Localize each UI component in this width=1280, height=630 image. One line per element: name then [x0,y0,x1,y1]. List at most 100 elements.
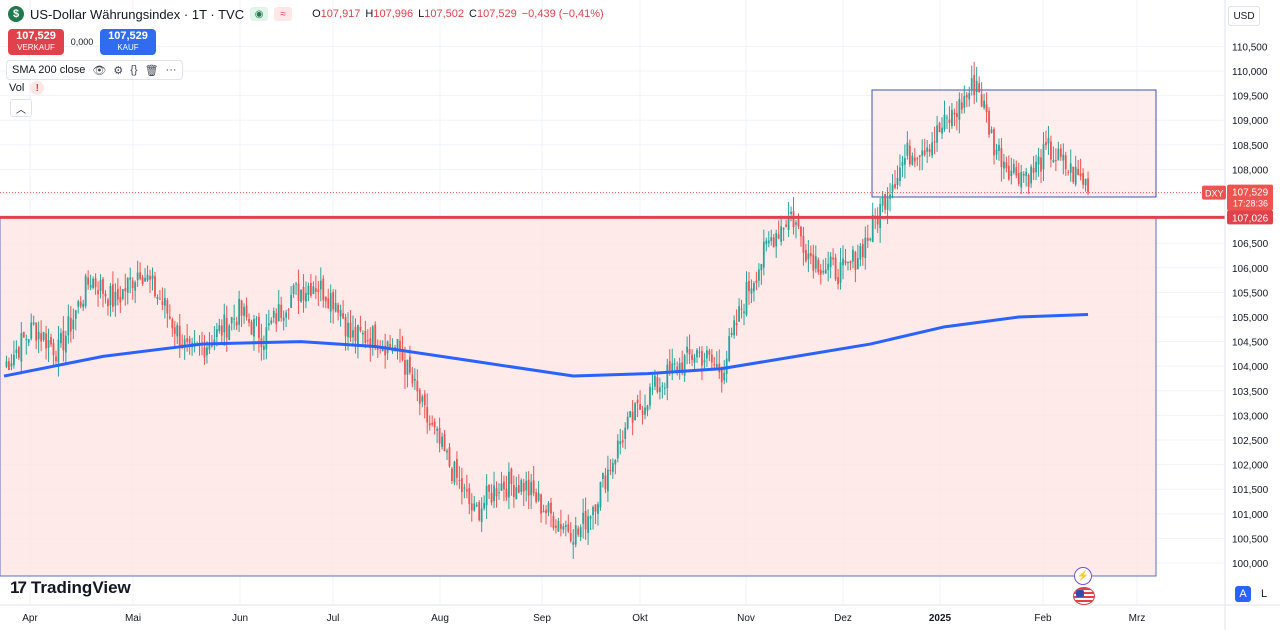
candle-body [641,410,644,415]
price-tick-label: 106,500 [1232,239,1269,250]
candle-body [446,450,448,453]
candle-body [149,276,151,280]
candle-body [587,516,589,533]
volume-legend[interactable]: Vol ! [9,81,45,95]
candle-body [493,485,495,501]
current-price-badge [1227,184,1273,211]
candle-body [423,394,426,405]
collapse-legend-button[interactable]: ︿ [10,99,32,117]
candle-body [780,226,783,242]
candle-body [1045,142,1047,146]
candle-body [941,127,943,134]
candle-body [394,347,396,349]
time-axis-label: Okt [632,613,648,624]
candle-body [354,326,357,342]
price-tick-label: 109,500 [1232,92,1269,103]
candle-body [740,308,743,310]
candle-body [983,100,985,108]
candle-body [891,184,894,192]
tradingview-logo[interactable]: 17 TradingView [10,578,131,598]
candle-body [948,119,951,124]
candle-body [475,504,478,507]
warning-icon[interactable]: ! [30,81,45,95]
candle-body [305,292,307,302]
candle-body [342,313,344,319]
us-flag-icon[interactable] [1073,587,1095,605]
candle-body [936,125,938,143]
candle-body [1050,141,1052,160]
more-icon[interactable]: ··· [165,64,177,76]
candle-body [124,288,127,292]
market-status-icon[interactable]: ◉ [250,7,269,21]
candle-body [1007,165,1010,180]
trash-icon[interactable]: 🗑 [144,64,159,77]
symbol-title[interactable]: US-Dollar Währungsindex · 1T · TVC [30,6,245,22]
candle-body [869,238,872,241]
candle-body [555,525,557,528]
candle-body [951,109,953,127]
candle-body [876,215,879,225]
compare-icon[interactable]: ≈ [274,7,293,21]
candle-body [1082,172,1084,185]
candle-body [470,503,473,511]
candle-body [757,269,760,281]
candle-body [47,339,50,348]
candle-body [955,113,958,118]
candle-body [369,338,372,349]
candle-body [302,286,305,301]
candle-body [409,356,411,373]
buy-button[interactable]: 107,529 KAUF [100,29,156,55]
source-code-icon[interactable]: {} [130,64,138,76]
candle-body [431,422,434,425]
candle-body [500,483,503,491]
candle-body [775,233,778,247]
auto-scale-button[interactable]: A [1235,586,1251,602]
candle-body [681,362,684,374]
candle-body [713,364,716,366]
candle-body [696,349,698,358]
price-tick-label: 108,500 [1232,141,1269,152]
level-price-label: 107,026 [1232,213,1269,224]
flash-event-icon[interactable]: ⚡ [1074,567,1092,585]
candle-body [904,158,906,165]
candle-body [597,504,599,515]
settings-icon[interactable]: ⚙ [113,64,124,77]
candle-body [943,114,946,130]
candle-body [809,253,812,257]
candle-body [460,478,463,493]
candle-body [683,355,686,376]
eye-icon[interactable]: 👁 [92,64,107,77]
price-tick-label: 110,500 [1232,42,1268,53]
candle-body [728,336,731,361]
candle-body [287,309,290,311]
candle-body [250,321,253,335]
candle-body [703,360,706,363]
candle-body [141,277,144,284]
candle-body [114,291,117,306]
candle-body [438,428,441,444]
candle-body [968,92,971,100]
time-axis-label: Mai [125,613,141,624]
candle-body [636,399,639,404]
candle-body [478,502,481,521]
log-scale-button[interactable]: L [1260,588,1268,600]
candle-body [483,502,486,509]
candle-body [22,331,25,338]
candle-body [495,488,498,497]
candle-body [748,280,750,292]
candle-body [832,257,835,260]
chart-header: $ US-Dollar Währungsindex · 1T · TVC ◉ ≈… [8,6,604,22]
sell-button[interactable]: 107,529 VERKAUF [8,29,64,55]
candle-body [649,387,651,406]
candle-body [584,510,587,530]
candle-body [480,508,483,523]
candle-body [802,235,805,253]
candle-body [866,237,869,241]
candle-body [619,441,622,445]
candle-body [847,261,849,263]
trade-panel: 107,529 VERKAUF 0,000 107,529 KAUF [8,29,156,55]
candle-body [993,129,995,156]
indicator-legend-sma[interactable]: SMA 200 close 👁 ⚙ {} 🗑 ··· [6,60,183,80]
currency-selector[interactable]: USD [1228,6,1260,26]
